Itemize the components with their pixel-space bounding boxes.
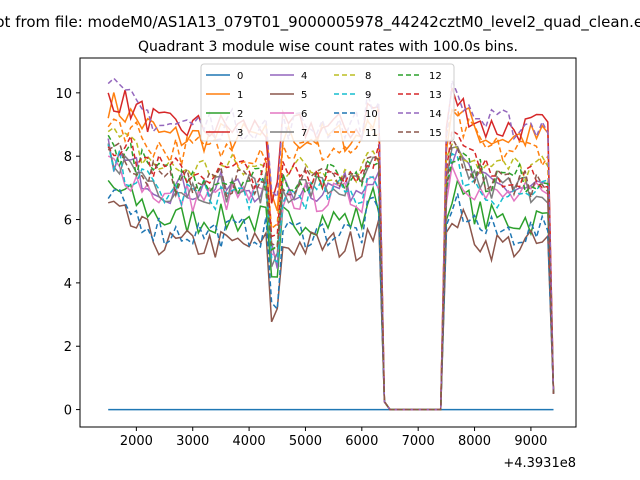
legend-label-7: 7 bbox=[301, 128, 307, 139]
series-line-9 bbox=[107, 144, 555, 411]
plot-frame bbox=[79, 57, 577, 428]
series-line-13 bbox=[107, 129, 555, 411]
x-tick-label: 7000 bbox=[402, 434, 435, 449]
x-tick-label: 6000 bbox=[345, 434, 378, 449]
series-line-12 bbox=[107, 134, 555, 411]
y-axis: 0 2 4 6 8 10 bbox=[55, 87, 80, 419]
legend-label-3: 3 bbox=[237, 128, 243, 139]
x-tick-label: 5000 bbox=[289, 434, 322, 449]
series-line-14 bbox=[107, 77, 555, 411]
series-line-2 bbox=[107, 177, 555, 411]
legend-label-11: 11 bbox=[365, 128, 378, 139]
legend-label-0: 0 bbox=[237, 71, 243, 82]
legend-label-9: 9 bbox=[365, 90, 371, 101]
figure-suptitle: Plot from file: modeM0/AS1A13_079T01_900… bbox=[0, 13, 640, 32]
series-line-5 bbox=[108, 200, 555, 411]
y-tick-label: 4 bbox=[64, 277, 72, 292]
legend-label-12: 12 bbox=[429, 71, 442, 82]
legend-label-5: 5 bbox=[301, 90, 307, 101]
series-line-7 bbox=[107, 143, 555, 411]
plot-title: Quadrant 3 module wise count rates with … bbox=[138, 39, 518, 55]
legend-label-13: 13 bbox=[429, 90, 442, 101]
x-tick-label: 4000 bbox=[233, 434, 266, 449]
x-tick-label: 8000 bbox=[458, 434, 491, 449]
y-tick-label: 8 bbox=[64, 150, 72, 165]
series-line-15 bbox=[107, 135, 555, 411]
series-line-8 bbox=[107, 126, 555, 411]
series-line-10 bbox=[107, 188, 555, 411]
y-tick-label: 2 bbox=[64, 340, 72, 355]
x-axis: 2000 3000 4000 5000 6000 7000 8000 9000 bbox=[120, 427, 547, 449]
series-line-11 bbox=[107, 108, 555, 411]
y-tick-label: 10 bbox=[55, 87, 72, 102]
legend-label-6: 6 bbox=[301, 109, 307, 120]
y-tick-label: 6 bbox=[64, 214, 72, 229]
x-offset-label: +4.3931e8 bbox=[503, 456, 576, 471]
legend-label-2: 2 bbox=[237, 109, 243, 120]
x-tick-label: 2000 bbox=[120, 434, 153, 449]
legend-label-8: 8 bbox=[365, 71, 371, 82]
legend-label-1: 1 bbox=[237, 90, 243, 101]
legend-box bbox=[200, 63, 455, 142]
legend-label-15: 15 bbox=[429, 128, 442, 139]
series-layer bbox=[107, 77, 555, 411]
y-tick-label: 0 bbox=[64, 404, 72, 419]
legend-label-4: 4 bbox=[301, 71, 307, 82]
legend-label-14: 14 bbox=[429, 109, 442, 120]
x-tick-label: 3000 bbox=[176, 434, 209, 449]
legend-label-10: 10 bbox=[365, 109, 378, 120]
x-tick-label: 9000 bbox=[514, 434, 547, 449]
